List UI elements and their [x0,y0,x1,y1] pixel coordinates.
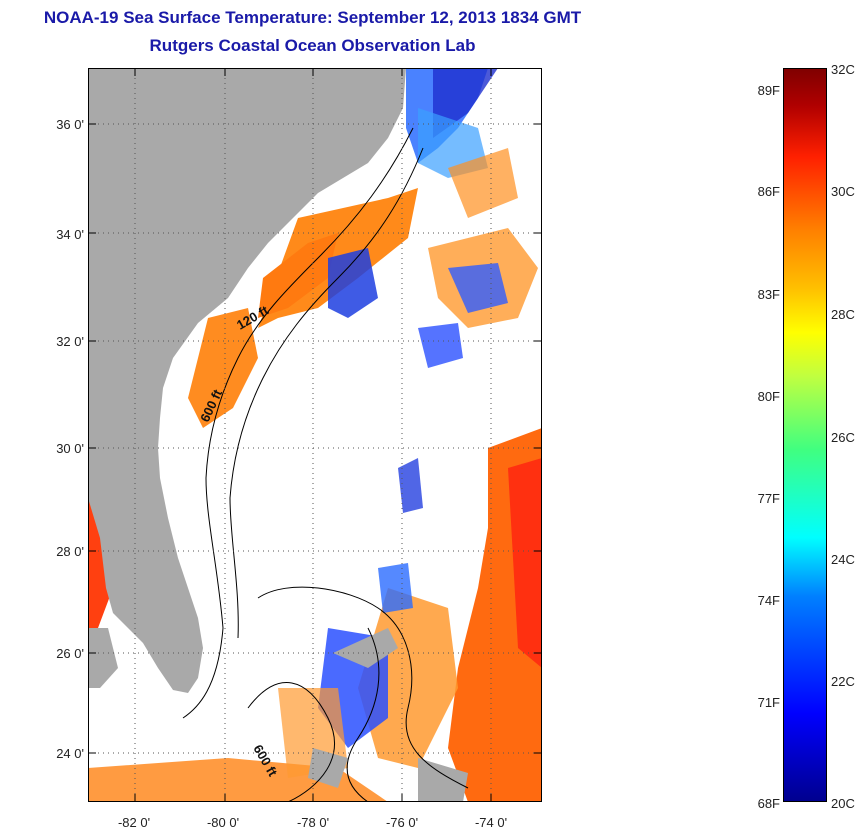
lon-label-74: -74 0' [474,815,508,830]
colorbar-c-20: 20C [831,796,855,811]
temperature-colorbar [783,68,827,802]
colorbar-c-22: 22C [831,674,855,689]
lat-label-28: 28 0' [56,544,84,559]
colorbar-f-68: 68F [757,796,780,811]
colorbar-c-32: 32C [831,62,855,77]
lon-label-78: -78 0' [296,815,330,830]
us-east-coast-landmass [88,68,406,693]
lat-label-36: 36 0' [56,117,84,132]
map-gridlines [88,68,542,802]
lat-label-26: 26 0' [56,646,84,661]
lat-label-34: 34 0' [56,227,84,242]
bahamas-island-1 [333,628,398,668]
lon-label-80: -80 0' [206,815,240,830]
colorbar-f-89: 89F [757,83,780,98]
colorbar-f-74: 74F [757,593,780,608]
map-frame [88,68,542,802]
map-ticks [88,68,542,802]
lat-label-24: 24 0' [56,746,84,761]
sst-map: 120 ft 600 ft 600 ft [88,68,542,802]
map-title: NOAA-19 Sea Surface Temperature: Septemb… [43,8,582,27]
florida-west-shelf-land [88,628,118,688]
sst-data-layer [88,68,542,802]
lon-label-82: -82 0' [117,815,151,830]
map-subtitle: Rutgers Coastal Ocean Observation Lab [149,36,476,55]
lon-label-76: -76 0' [385,815,419,830]
colorbar-c-26: 26C [831,430,855,445]
colorbar-f-71: 71F [757,695,780,710]
colorbar-f-83: 83F [757,287,780,302]
colorbar-f-86: 86F [757,184,780,199]
isobath-contours [182,127,469,802]
colorbar-f-80: 80F [757,389,780,404]
lat-label-30: 30 0' [56,441,84,456]
colorbar-c-24: 24C [831,552,855,567]
cuba-coast [418,758,468,802]
colorbar-f-77: 77F [757,491,780,506]
lat-label-32: 32 0' [56,334,84,349]
colorbar-c-30: 30C [831,184,855,199]
colorbar-c-28: 28C [831,307,855,322]
